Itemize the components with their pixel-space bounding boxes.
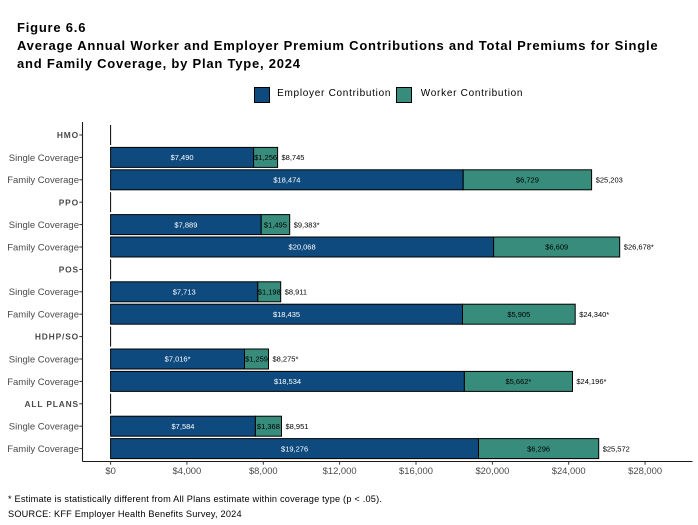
svg-text:$6,296: $6,296	[527, 444, 550, 453]
svg-text:Family Coverage: Family Coverage	[7, 377, 79, 388]
svg-text:$8,745: $8,745	[282, 153, 305, 162]
svg-text:$5,905: $5,905	[507, 310, 530, 319]
svg-text:ALL PLANS: ALL PLANS	[25, 399, 80, 409]
svg-text:POS: POS	[59, 265, 79, 275]
svg-text:$28,000: $28,000	[628, 465, 662, 476]
svg-text:Single Coverage: Single Coverage	[9, 287, 79, 298]
svg-text:$16,000: $16,000	[399, 465, 433, 476]
svg-text:$7,584: $7,584	[172, 422, 195, 431]
svg-text:Family Coverage: Family Coverage	[7, 310, 79, 321]
svg-text:$4,000: $4,000	[173, 465, 202, 476]
svg-text:$18,435: $18,435	[273, 310, 300, 319]
svg-text:$20,000: $20,000	[475, 465, 509, 476]
svg-text:$6,729: $6,729	[516, 176, 539, 185]
svg-text:$24,196*: $24,196*	[576, 377, 606, 386]
svg-text:PPO: PPO	[59, 197, 79, 207]
svg-text:$1,259: $1,259	[245, 355, 268, 364]
svg-text:$0: $0	[105, 465, 115, 476]
svg-text:HDHP/SO: HDHP/SO	[35, 332, 79, 342]
svg-text:$1,368: $1,368	[257, 422, 280, 431]
svg-text:Family Coverage: Family Coverage	[7, 175, 79, 186]
svg-text:$8,951: $8,951	[286, 422, 309, 431]
svg-text:$1,495: $1,495	[264, 220, 287, 229]
svg-text:$6,609: $6,609	[545, 243, 568, 252]
svg-text:$24,340*: $24,340*	[579, 310, 609, 319]
svg-text:$25,572: $25,572	[603, 444, 630, 453]
svg-text:$5,662*: $5,662*	[505, 377, 531, 386]
svg-text:$18,534: $18,534	[274, 377, 301, 386]
svg-text:$7,713: $7,713	[173, 288, 196, 297]
svg-text:$7,016*: $7,016*	[165, 355, 191, 364]
svg-text:$24,000: $24,000	[552, 465, 586, 476]
svg-text:HMO: HMO	[57, 130, 79, 140]
svg-text:$20,068: $20,068	[289, 243, 316, 252]
svg-text:$8,275*: $8,275*	[273, 355, 299, 364]
svg-text:$25,203: $25,203	[596, 176, 623, 185]
svg-text:$7,490: $7,490	[171, 153, 194, 162]
svg-text:Single Coverage: Single Coverage	[9, 422, 79, 433]
svg-text:$1,256: $1,256	[254, 153, 277, 162]
svg-text:$1,198: $1,198	[258, 288, 281, 297]
svg-text:$8,000: $8,000	[249, 465, 278, 476]
svg-text:Single Coverage: Single Coverage	[9, 354, 79, 365]
svg-text:$8,911: $8,911	[285, 288, 307, 297]
svg-text:Single Coverage: Single Coverage	[9, 220, 79, 231]
svg-text:Single Coverage: Single Coverage	[9, 153, 79, 164]
svg-text:$26,678*: $26,678*	[624, 243, 654, 252]
svg-text:$9,383*: $9,383*	[294, 220, 320, 229]
svg-text:Family Coverage: Family Coverage	[7, 444, 79, 455]
svg-text:Family Coverage: Family Coverage	[7, 242, 79, 253]
svg-text:$12,000: $12,000	[323, 465, 357, 476]
svg-text:$18,474: $18,474	[273, 176, 300, 185]
svg-text:$7,889: $7,889	[174, 220, 197, 229]
svg-text:$19,276: $19,276	[281, 444, 308, 453]
